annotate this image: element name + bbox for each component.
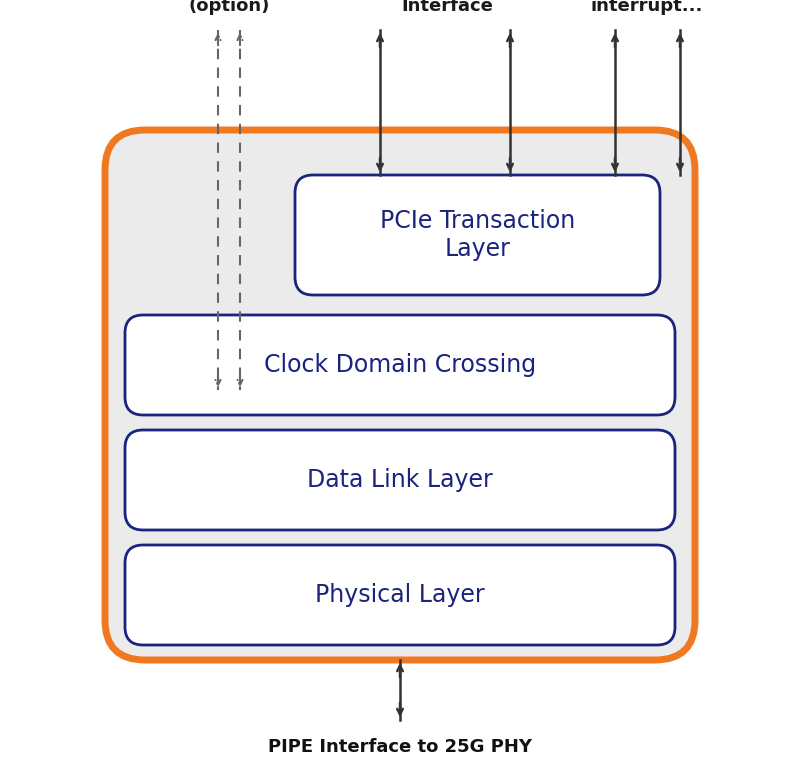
FancyBboxPatch shape: [125, 315, 675, 415]
Text: PCIe Transaction
Layer: PCIe Transaction Layer: [380, 209, 575, 261]
Text: Sideband
Interface for
config., status,
interrupt...: Sideband Interface for config., status, …: [571, 0, 723, 15]
FancyBboxPatch shape: [105, 130, 695, 660]
FancyBboxPatch shape: [125, 545, 675, 645]
Text: Clock Domain Crossing: Clock Domain Crossing: [264, 353, 536, 377]
Text: Physical Layer: Physical Layer: [315, 583, 485, 607]
Text: 256 or
512-bit
native Rx/Tx
Interface: 256 or 512-bit native Rx/Tx Interface: [384, 0, 510, 15]
Text: TL-Bypass
interface
(option): TL-Bypass interface (option): [178, 0, 280, 15]
Text: PIPE Interface to 25G PHY: PIPE Interface to 25G PHY: [268, 738, 532, 756]
FancyBboxPatch shape: [125, 430, 675, 530]
Text: Data Link Layer: Data Link Layer: [307, 468, 493, 492]
FancyBboxPatch shape: [295, 175, 660, 295]
